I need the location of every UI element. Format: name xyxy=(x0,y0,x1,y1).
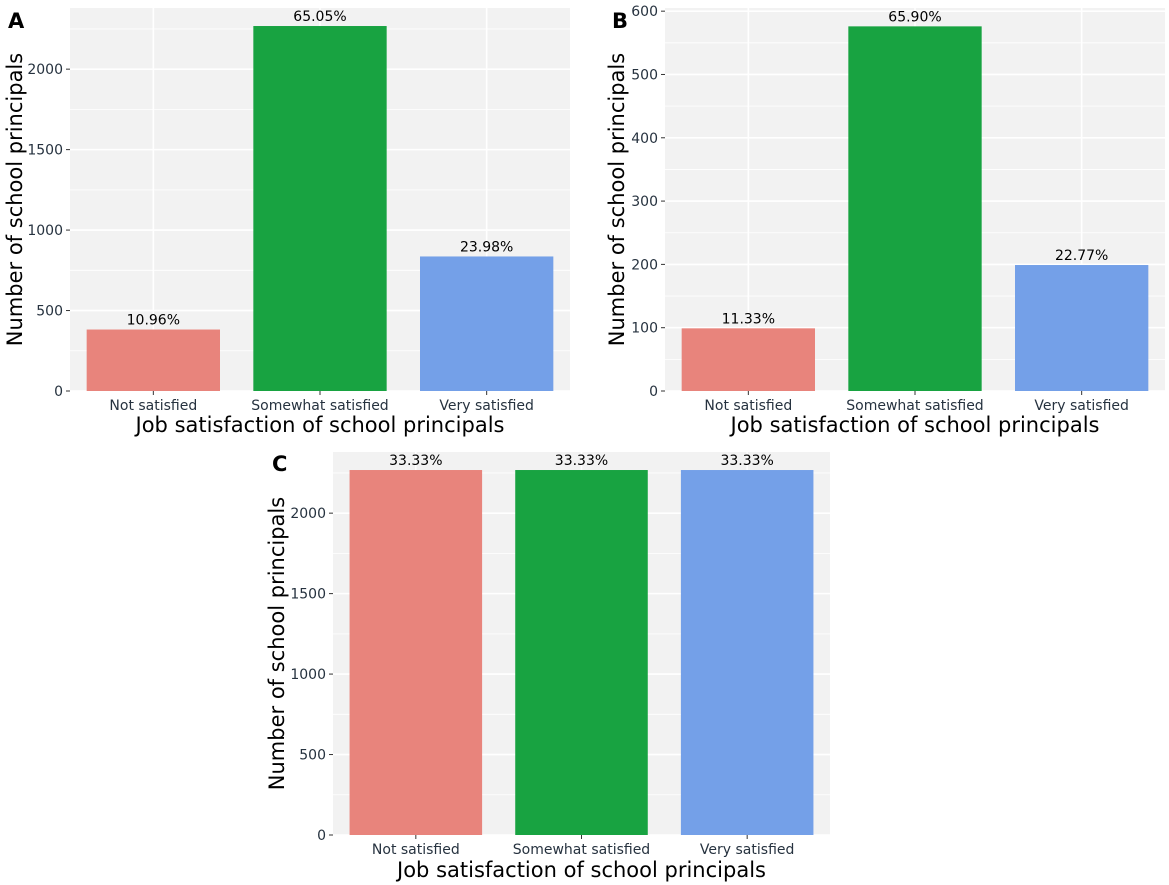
bar-3 xyxy=(680,470,814,835)
x-axis-title: Job satisfaction of school principals xyxy=(134,413,505,437)
y-tick-label: 0 xyxy=(54,384,63,400)
panel-letter: B xyxy=(612,9,628,33)
bar-value-label: 11.33% xyxy=(722,311,775,327)
y-tick-label: 500 xyxy=(36,304,63,320)
bar-value-label: 65.05% xyxy=(293,9,346,25)
panel-c: 0 500 1000 1500 2000 33.33% Not satisfied 33.33… xyxy=(265,452,830,882)
bar-2 xyxy=(253,26,387,391)
y-tick-label: 1000 xyxy=(290,667,326,683)
y-tick-label: 500 xyxy=(631,67,658,83)
y-tick-label: 1500 xyxy=(27,143,63,159)
bar-2 xyxy=(848,26,982,392)
panel-b: 0 100 200 300 400 500 600 11.33% Not satisfied 65… xyxy=(605,4,1165,437)
bar-value-label: 10.96% xyxy=(127,313,180,329)
panel-letter: A xyxy=(8,9,25,33)
bar-value-label: 65.90% xyxy=(888,9,941,25)
y-tick-label: 400 xyxy=(631,131,658,147)
bar-1 xyxy=(681,328,815,391)
x-tick-label: Not satisfied xyxy=(704,398,792,414)
bar-value-label: 23.98% xyxy=(460,239,513,255)
y-tick-label: 100 xyxy=(631,321,658,337)
x-tick-label: Somewhat satisfied xyxy=(513,842,650,858)
y-tick-label: 2000 xyxy=(290,506,326,522)
y-axis-title: Number of school principals xyxy=(265,497,289,790)
bar-value-label: 33.33% xyxy=(555,453,608,469)
x-axis-title: Job satisfaction of school principals xyxy=(395,858,766,882)
bar-value-label: 33.33% xyxy=(720,453,773,469)
y-tick-label: 1000 xyxy=(27,223,63,239)
bar-1 xyxy=(86,329,221,391)
x-tick-label: Not satisfied xyxy=(109,398,197,414)
panel-letter: C xyxy=(272,452,287,476)
y-tick-label: 2000 xyxy=(27,62,63,78)
x-tick-label: Very satisfied xyxy=(439,398,533,414)
y-tick-label: 1500 xyxy=(290,587,326,603)
x-tick-label: Very satisfied xyxy=(700,842,794,858)
y-tick-label: 200 xyxy=(631,257,658,273)
bar-value-label: 33.33% xyxy=(389,453,442,469)
x-tick-label: Very satisfied xyxy=(1034,398,1128,414)
bar-1 xyxy=(349,470,483,835)
x-tick-label: Somewhat satisfied xyxy=(251,398,388,414)
panel-a: 0 500 1000 1500 2000 10.96% Not satisfied 65.05… xyxy=(3,8,570,437)
x-tick-label: Somewhat satisfied xyxy=(846,398,983,414)
bar-2 xyxy=(515,470,648,835)
x-tick-label: Not satisfied xyxy=(372,842,460,858)
y-axis-title: Number of school principals xyxy=(3,53,27,346)
y-tick-label: 0 xyxy=(317,828,326,844)
y-tick-label: 0 xyxy=(649,384,658,400)
x-axis-title: Job satisfaction of school principals xyxy=(729,413,1100,437)
bar-3 xyxy=(420,256,554,391)
y-tick-label: 300 xyxy=(631,194,658,210)
y-tick-label: 500 xyxy=(299,748,326,764)
y-tick-label: 600 xyxy=(631,4,658,20)
bar-value-label: 22.77% xyxy=(1055,248,1108,264)
bar-3 xyxy=(1015,265,1149,391)
y-axis-title: Number of school principals xyxy=(605,53,629,346)
